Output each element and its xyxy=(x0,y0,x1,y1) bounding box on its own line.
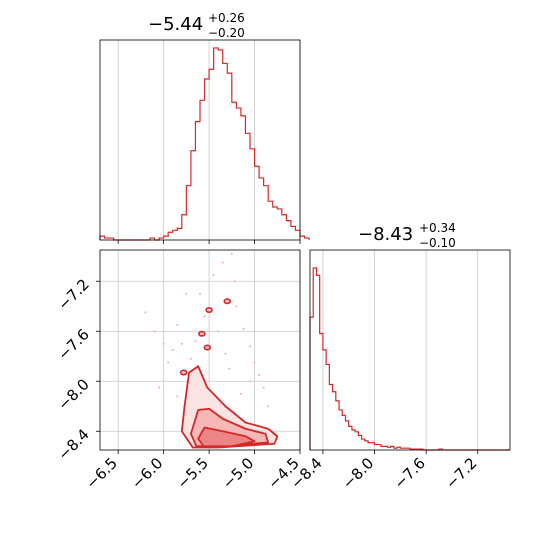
joint-y-tick-label-3: −7.2 xyxy=(54,275,92,313)
scatter-point-19 xyxy=(189,357,193,360)
scatter-point-8 xyxy=(230,252,233,255)
scatter-point-10 xyxy=(242,327,245,330)
contour-island-1 xyxy=(198,330,206,337)
scatter-point-26 xyxy=(176,395,179,398)
scatter-point-6 xyxy=(212,273,215,277)
joint-x-tick-label-1: −6.0 xyxy=(128,454,166,492)
scatter-point-22 xyxy=(248,380,252,383)
scatter-point-7 xyxy=(221,261,224,264)
joint-y-tick-label-0: −8.4 xyxy=(54,425,92,463)
contour-island-2 xyxy=(203,344,212,351)
joint-x-tick-label-0: −6.5 xyxy=(83,454,121,492)
marginal-y-title: −8.43 +0.34 −0.10 xyxy=(358,221,456,250)
scatter-point-9 xyxy=(235,305,238,308)
scatter-point-2 xyxy=(167,361,170,364)
scatter-point-17 xyxy=(203,315,206,318)
scatter-point-21 xyxy=(267,405,270,408)
marginal-y-tick-label-3: −7.2 xyxy=(442,454,480,492)
marginal-x-title-lower-error: −0.20 xyxy=(208,26,245,40)
scatter-point-13 xyxy=(257,373,261,377)
contour-inner xyxy=(197,426,256,448)
marginal-x-title-upper-error: +0.26 xyxy=(208,11,245,25)
marginal-y-tick-label-1: −8.0 xyxy=(339,454,377,492)
scatter-point-28 xyxy=(224,352,227,355)
marginal-x-title-value: −5.44 xyxy=(148,14,203,35)
marginal-x-title: −5.44 +0.26 −0.20 xyxy=(148,11,245,40)
joint-contour-panel: −6.5 −6.0 −5.5 −5.0 −4.5−8.4−8.0−7.6−7.2 xyxy=(54,249,303,493)
scatter-point-3 xyxy=(171,348,174,352)
marginal-x-histogram-line xyxy=(99,47,310,241)
scatter-point-18 xyxy=(194,340,197,343)
marginal-y-title-lower-error: −0.10 xyxy=(419,236,456,250)
scatter-point-25 xyxy=(157,386,161,389)
contour-island-4 xyxy=(179,369,188,376)
scatter-point-27 xyxy=(153,330,156,333)
joint-frame xyxy=(99,249,301,451)
marginal-y-tick-label-2: −7.6 xyxy=(390,454,428,492)
joint-x-tick-label-3: −5.0 xyxy=(219,454,257,492)
scatter-point-1 xyxy=(162,342,165,345)
contour-island-3 xyxy=(223,298,232,305)
joint-y-tick-label-1: −8.0 xyxy=(54,375,92,413)
marginal-x-frame xyxy=(99,39,301,241)
marginal-y-histogram-line xyxy=(309,267,510,451)
marginal-x-histogram-panel xyxy=(99,39,310,244)
scatter-point-20 xyxy=(239,392,243,395)
scatter-point-16 xyxy=(217,330,220,333)
marginal-y-title-value: −8.43 xyxy=(358,224,413,245)
scatter-point-15 xyxy=(227,367,231,370)
scatter-point-4 xyxy=(176,323,179,327)
scatter-point-24 xyxy=(180,342,183,345)
joint-x-tick-label-2: −5.5 xyxy=(173,454,211,492)
marginal-y-frame xyxy=(309,249,511,451)
marginal-y-histogram-panel: −8.4 −8.0 −7.6 −7.2 xyxy=(287,249,511,493)
scatter-point-14 xyxy=(262,386,265,389)
scatter-point-12 xyxy=(253,361,256,364)
scatter-point-5 xyxy=(185,292,188,295)
scatter-point-0 xyxy=(144,311,147,314)
scatter-point-23 xyxy=(198,292,202,295)
contour-island-0 xyxy=(205,306,213,313)
marginal-y-title-upper-error: +0.34 xyxy=(419,221,456,235)
scatter-point-11 xyxy=(248,345,252,348)
joint-y-tick-label-2: −7.6 xyxy=(54,325,92,363)
scatter-point-29 xyxy=(233,280,236,283)
